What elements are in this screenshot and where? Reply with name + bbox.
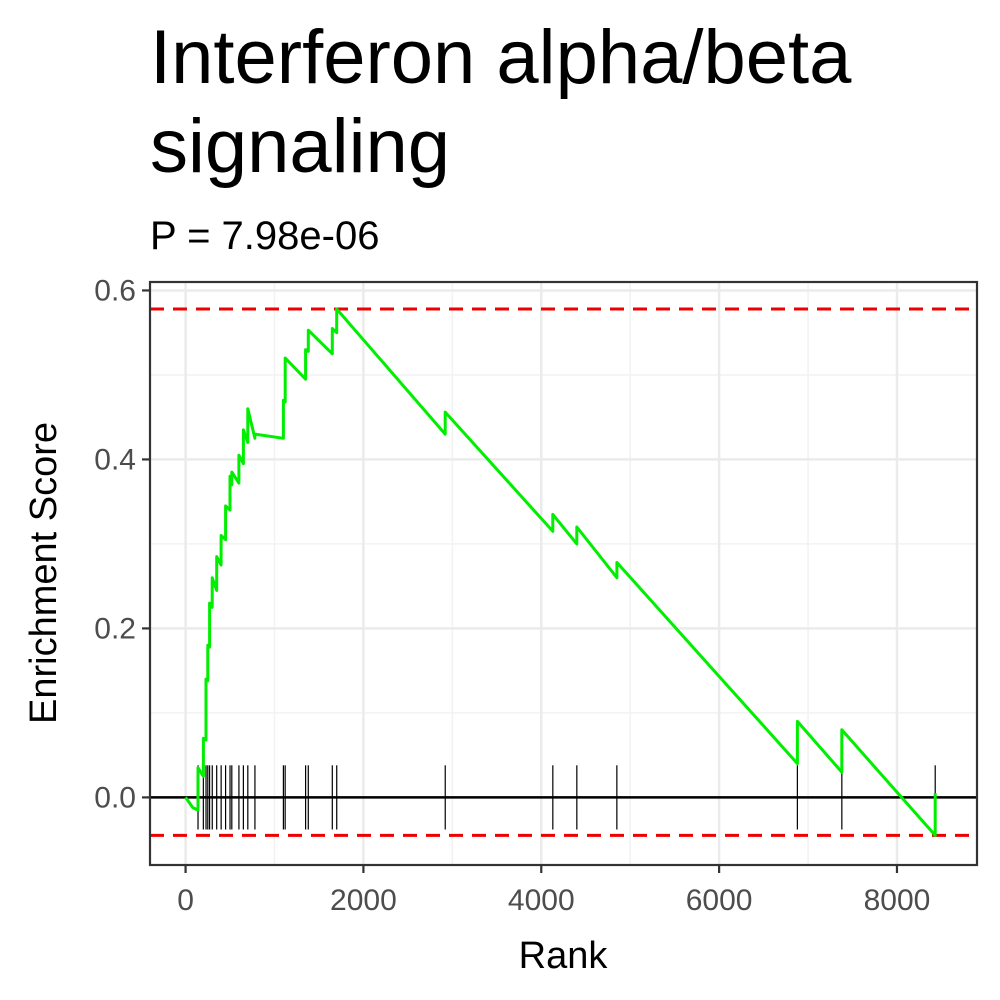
minor-gridlines (150, 282, 977, 865)
x-tick-label: 2000 (330, 884, 397, 917)
x-tick-label: 4000 (508, 884, 575, 917)
enrichment-score-line (184, 307, 937, 837)
y-tick-label: 0.2 (94, 612, 136, 645)
enrichment-curve-layer (184, 307, 937, 837)
x-tick-label: 8000 (864, 884, 931, 917)
chart-title-line-1: Interferon alpha/beta (150, 15, 852, 100)
x-axis-title: Rank (519, 935, 609, 977)
y-tick-label: 0.4 (94, 443, 136, 476)
y-tick-label: 0.0 (94, 781, 136, 814)
reference-lines (150, 307, 977, 837)
y-axis: 0.0 0.2 0.4 0.6 (94, 274, 150, 814)
x-axis: 0 2000 4000 6000 8000 (177, 865, 930, 917)
major-gridlines (150, 282, 977, 865)
y-axis-title: Enrichment Score (23, 422, 65, 724)
gene-hit-ticks (197, 765, 936, 830)
chart-title-line-2: signaling (150, 104, 450, 189)
x-tick-label: 6000 (686, 884, 753, 917)
y-tick-label: 0.6 (94, 274, 136, 307)
plot-panel-border (148, 280, 979, 867)
x-tick-label: 0 (177, 884, 194, 917)
chart-subtitle: P = 7.98e-06 (150, 214, 379, 258)
